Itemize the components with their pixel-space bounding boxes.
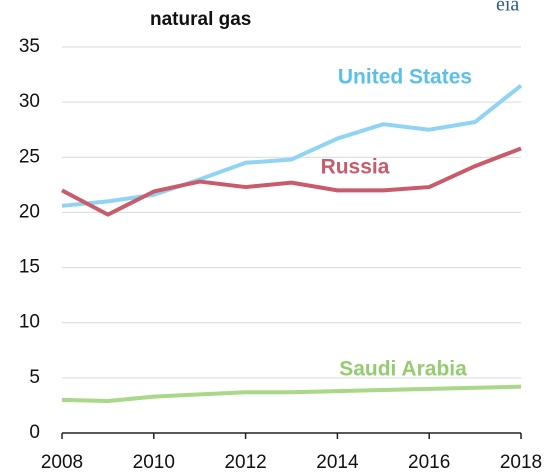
y-tick-label: 20	[19, 201, 40, 222]
series-label: Saudi Arabia	[339, 358, 467, 381]
logo: eia	[496, 0, 519, 16]
y-tick-label: 30	[19, 91, 40, 112]
y-tick-label: 10	[19, 312, 40, 333]
x-tick-label: 2018	[500, 452, 542, 473]
y-tick-label: 5	[29, 367, 40, 388]
chart-title: natural gas	[150, 9, 251, 30]
series-label: Russia	[321, 156, 390, 179]
x-tick-label: 2012	[224, 452, 266, 473]
series-line	[61, 384, 522, 404]
y-tick-label: 35	[19, 36, 40, 57]
series-line	[61, 84, 523, 208]
series-line	[61, 146, 522, 217]
y-tick-label: 15	[19, 257, 40, 278]
y-tick-label: 25	[19, 146, 40, 167]
y-tick-label: 0	[29, 422, 40, 443]
x-tick-label: 2008	[41, 452, 83, 473]
x-tick-label: 2016	[408, 452, 450, 473]
x-tick-label: 2014	[316, 452, 359, 473]
x-tick-label: 2010	[133, 452, 175, 473]
series-label: United States	[338, 66, 472, 89]
